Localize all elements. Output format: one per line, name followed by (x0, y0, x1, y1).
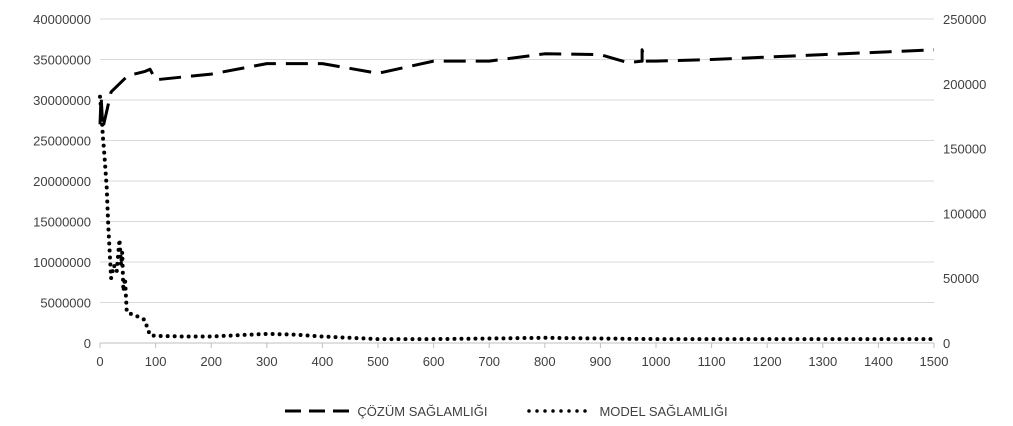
axes (99, 342, 935, 348)
x-tick-label-7: 700 (478, 354, 500, 369)
legend-item-model: MODEL SAĞLAMLIĞI (527, 403, 728, 419)
y-right-tick-label-0: 0 (943, 336, 950, 351)
x-tick-label-11: 1100 (698, 354, 726, 369)
gridlines (100, 18, 934, 344)
y-left-tick-label-1: 5000000 (40, 296, 91, 311)
legend-swatch-dotted (527, 409, 592, 413)
y-left-tick-label-5: 25000000 (33, 134, 91, 149)
series-layer (98, 48, 936, 342)
y-right-tick-label-1: 50000 (943, 271, 979, 286)
x-tick-label-1: 100 (145, 354, 167, 369)
series-line-0 (98, 48, 935, 130)
y-left-tick-label-4: 20000000 (33, 174, 91, 189)
y-right-tick-label-4: 200000 (943, 77, 986, 92)
y-right-tick-label-3: 150000 (943, 142, 986, 157)
x-tick-label-10: 1000 (642, 354, 671, 369)
y-left-tick-label-3: 15000000 (33, 215, 91, 230)
x-tick-label-13: 1300 (808, 354, 837, 369)
x-tick-label-5: 500 (367, 354, 389, 369)
x-tick-label-8: 800 (534, 354, 556, 369)
y-left-tick-label-2: 10000000 (33, 255, 91, 270)
y-right-tick-label-2: 100000 (943, 206, 986, 221)
legend-item-cozum: ÇÖZÜM SAĞLAMLIĞI (285, 404, 487, 419)
legend-label-model: MODEL SAĞLAMLIĞI (599, 403, 728, 419)
y-left-tick-label-0: 0 (84, 336, 91, 351)
x-tick-label-12: 1200 (753, 354, 782, 369)
y-right-tick-label-5: 250000 (943, 12, 986, 27)
tick-labels: 0 100 200 300 400 500 600 700 800 900 1000 1100 1200… (33, 12, 986, 369)
x-tick-label-4: 400 (312, 354, 334, 369)
legend-label-cozum: ÇÖZÜM SAĞLAMLIĞI (357, 403, 488, 419)
x-tick-label-6: 600 (423, 354, 445, 369)
legend-swatch-dashed (285, 409, 350, 413)
y-left-tick-label-8: 40000000 (33, 12, 91, 27)
chart: 0 100 200 300 400 500 600 700 800 900 1000 1100 1200… (33, 12, 986, 369)
y-left-tick-label-6: 30000000 (33, 93, 91, 108)
x-tick-label-14: 1400 (864, 354, 893, 369)
y-left-tick-label-7: 35000000 (33, 53, 91, 68)
x-tick-label-3: 300 (256, 354, 278, 369)
legend: ÇÖZÜM SAĞLAMLIĞI MODEL SAĞLAMLIĞI (0, 400, 1013, 422)
x-tick-label-2: 200 (200, 354, 222, 369)
x-tick-label-15: 1500 (920, 354, 949, 369)
x-tick-label-0: 0 (96, 354, 103, 369)
series-line-1 (98, 94, 936, 342)
x-tick-label-9: 900 (590, 354, 612, 369)
